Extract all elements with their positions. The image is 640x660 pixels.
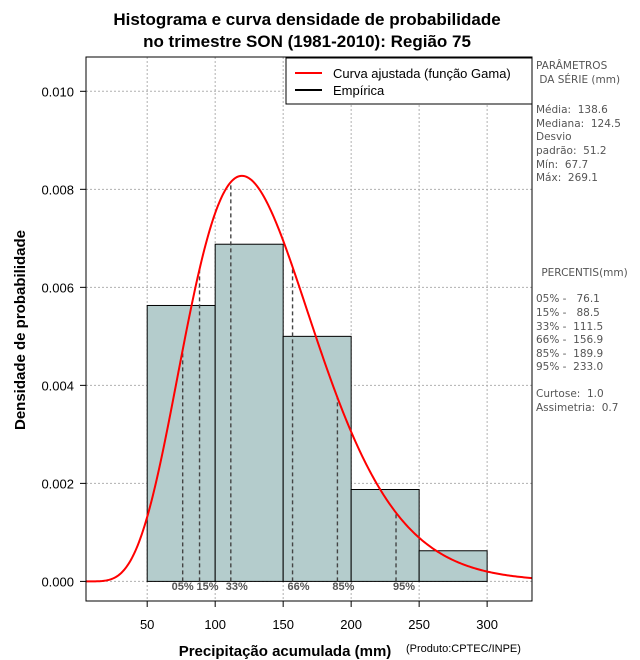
histogram-bar-2 <box>282 335 352 582</box>
stat-skewness: Assimetria: 0.7 <box>536 401 619 414</box>
series-parameters-panel: PARÂMETROS DA SÉRIE (mm) Média: 138.6 Me… <box>536 60 640 415</box>
y-tick-label-0: 0.000 <box>41 574 74 589</box>
x-tick-label-3: 200 <box>340 617 362 632</box>
x-axis-label: Precipitação acumulada (mm) <box>179 643 392 660</box>
y-tick-label-5: 0.010 <box>41 84 74 99</box>
histogram-bars <box>146 243 488 582</box>
histogram-bar-0 <box>146 304 216 582</box>
stat-max: Máx: 269.1 <box>536 172 598 185</box>
percentile-15: 15% - 88.5 <box>536 306 600 319</box>
chart-title-line-1: Histograma e curva densidade de probabil… <box>113 10 500 29</box>
legend: Curva ajustada (função Gama) Empírica <box>285 57 533 105</box>
percentile-33: 33% - 111.5 <box>536 320 604 333</box>
y-axis-label: Densidade de probabilidade <box>12 230 29 430</box>
percentile-05: 05% - 76.1 <box>536 293 600 306</box>
y-axis-ticks: 0.000 0.002 0.004 0.006 0.008 0.010 <box>41 84 86 589</box>
percentile-label-3: 66% <box>288 581 310 593</box>
x-tick-label-1: 100 <box>204 617 226 632</box>
params-title-1: PARÂMETROS <box>536 60 608 72</box>
histogram-bar-1 <box>214 243 284 582</box>
legend-empirical-label: Empírica <box>333 83 385 98</box>
percentile-lines <box>181 182 397 582</box>
percentile-95: 95% - 233.0 <box>536 361 604 374</box>
stat-mean: Média: 138.6 <box>536 104 608 117</box>
x-tick-label-4: 250 <box>408 617 430 632</box>
credit-text: (Produto:CPTEC/INPE) <box>406 643 521 655</box>
stat-kurtosis: Curtose: 1.0 <box>536 387 604 400</box>
y-tick-label-4: 0.008 <box>41 182 74 197</box>
percentis-title: PERCENTIS(mm) <box>538 266 628 279</box>
x-tick-label-2: 150 <box>272 617 294 632</box>
gamma-fitted-curve <box>86 174 533 583</box>
stat-sd-label: Desvio <box>536 131 572 144</box>
histogram-bar-3 <box>350 489 420 582</box>
percentile-label-4: 85% <box>332 581 354 593</box>
percentile-label-0: 05% <box>172 581 194 593</box>
percentile-label-1: 15% <box>197 581 219 593</box>
stat-sd-value: padrão: 51.2 <box>536 144 607 157</box>
x-axis-ticks: 50 100 150 200 250 300 <box>140 601 498 632</box>
y-tick-label-1: 0.002 <box>41 476 74 491</box>
x-tick-label-5: 300 <box>476 617 498 632</box>
y-tick-label-3: 0.006 <box>41 280 74 295</box>
percentile-66: 66% - 156.9 <box>536 334 604 347</box>
y-tick-label-2: 0.004 <box>41 378 74 393</box>
params-title-2: DA SÉRIE (mm) <box>536 73 621 86</box>
percentile-label-5: 95% <box>393 581 415 593</box>
stat-median: Mediana: 124.5 <box>536 117 621 130</box>
chart-title-line-2: no trimestre SON (1981-2010): Região 75 <box>143 32 471 51</box>
histogram-bar-4 <box>418 550 488 582</box>
stat-min: Mín: 67.7 <box>536 158 589 171</box>
percentile-label-2: 33% <box>226 581 248 593</box>
percentile-85: 85% - 189.9 <box>536 347 604 360</box>
legend-fitted-label: Curva ajustada (função Gama) <box>333 66 511 81</box>
legend-box <box>285 57 533 105</box>
plot-frame <box>85 56 533 602</box>
x-tick-label-0: 50 <box>140 617 154 632</box>
gamma-curve-layer <box>86 174 533 583</box>
percentile-labels: 05% 15% 33% 66% 85% 95% <box>172 581 416 593</box>
